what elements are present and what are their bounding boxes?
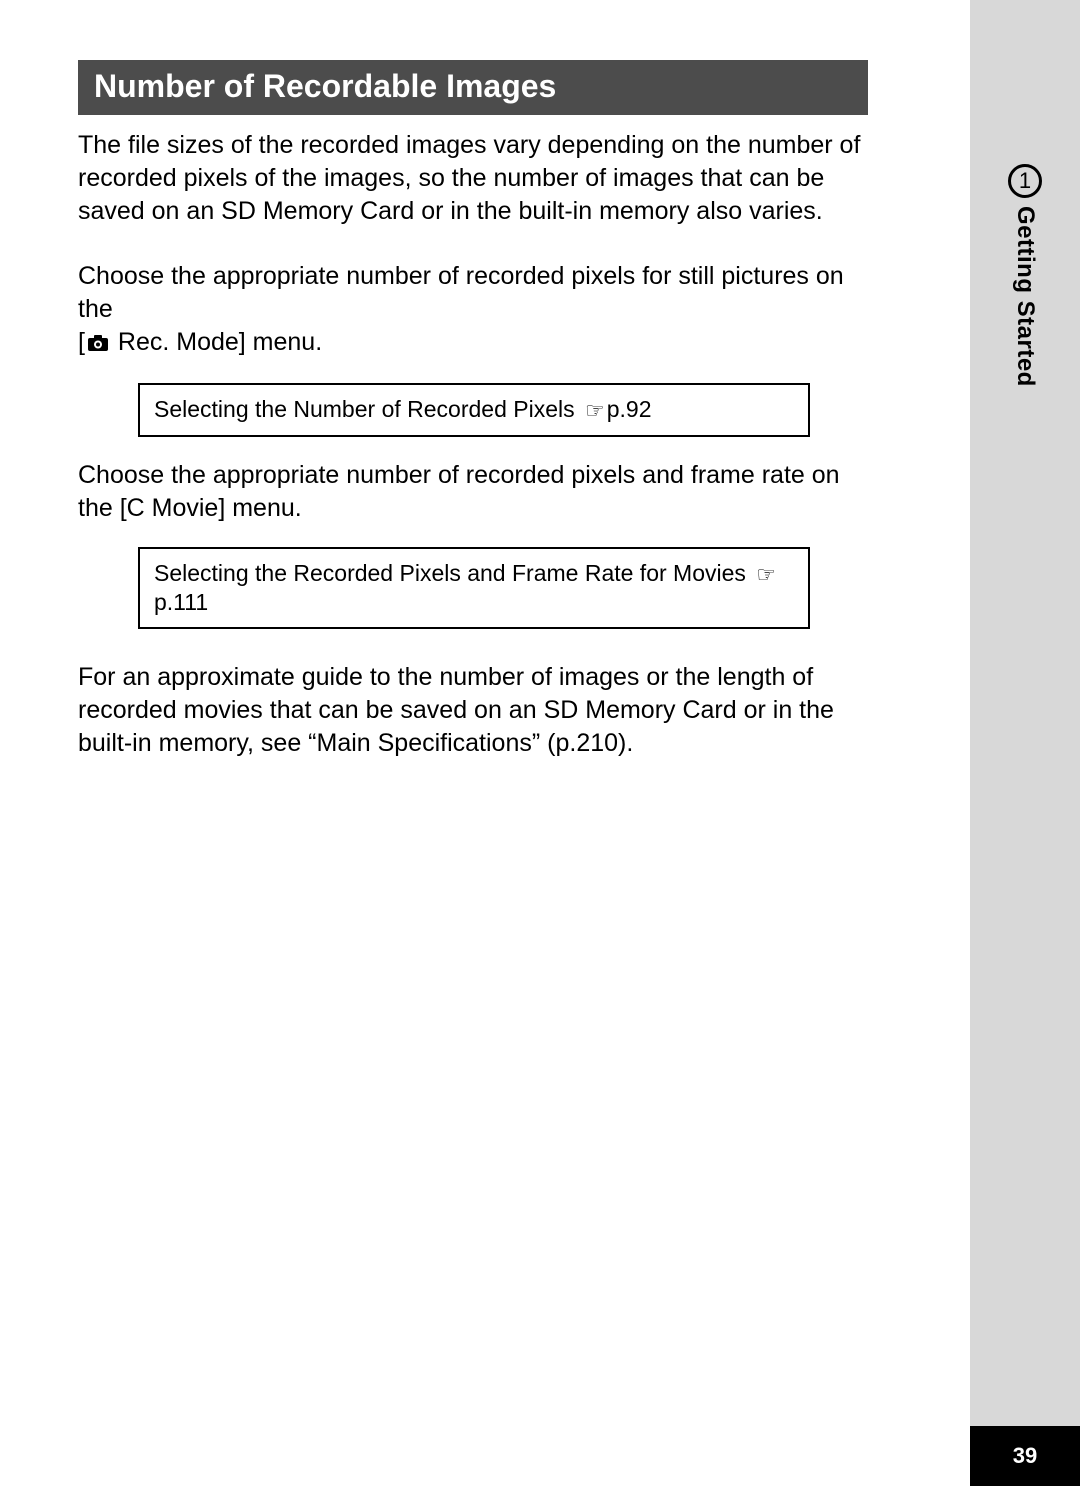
paragraph-3: Choose the appropriate number of recorde… [78, 459, 868, 525]
page-number-block: 39 [970, 1426, 1080, 1486]
paragraph-1: The file sizes of the recorded images va… [78, 129, 868, 228]
manual-page: 1 Getting Started 39 Number of Recordabl… [0, 0, 1080, 1486]
menu-label-rec-mode: Rec. Mode] menu. [111, 328, 322, 356]
pointer-icon: ☞ [756, 561, 776, 589]
section-heading: Number of Recordable Images [78, 60, 868, 115]
section-heading-text: Number of Recordable Images [94, 68, 556, 104]
reference-box-2: Selecting the Recorded Pixels and Frame … [138, 547, 810, 629]
side-column: 1 Getting Started 39 [970, 0, 1080, 1486]
pointer-icon: ☞ [585, 397, 605, 425]
paragraph-2: Choose the appropriate number of recorde… [78, 260, 868, 361]
page-number: 39 [1013, 1443, 1037, 1469]
chapter-label: Getting Started [1011, 206, 1039, 387]
reference-box-2-page: p.111 [154, 589, 208, 615]
reference-box-1-text: Selecting the Number of Recorded Pixels [154, 396, 581, 422]
content-area: Number of Recordable Images The file siz… [78, 60, 868, 760]
reference-box-2-text: Selecting the Recorded Pixels and Frame … [154, 560, 752, 586]
chapter-number-badge: 1 [1008, 164, 1042, 198]
paragraph-2-lead: Choose the appropriate number of recorde… [78, 262, 844, 323]
paragraph-4: For an approximate guide to the number o… [78, 661, 868, 760]
reference-box-1: Selecting the Number of Recorded Pixels … [138, 383, 810, 437]
menu-bracket-open: [ [78, 328, 85, 356]
reference-box-1-page: p.92 [607, 396, 652, 422]
chapter-number: 1 [1019, 168, 1031, 194]
camera-icon [87, 328, 109, 361]
